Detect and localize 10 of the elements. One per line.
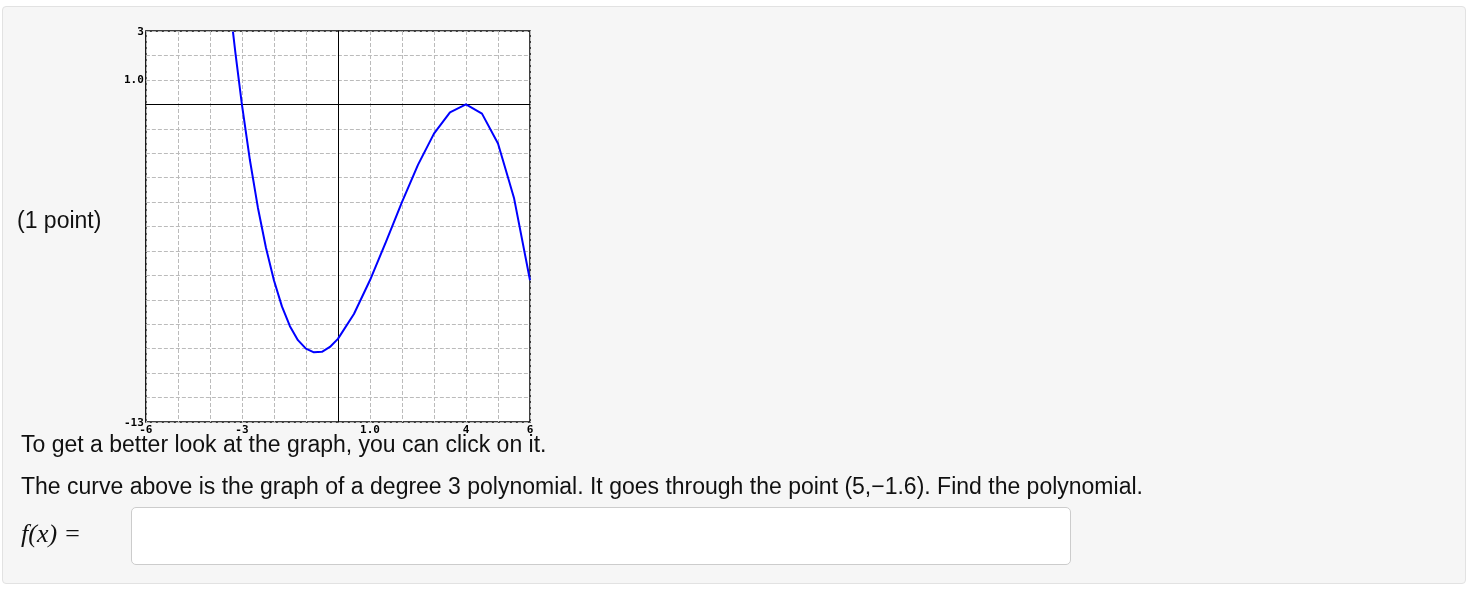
x-tick-label: 1.0 xyxy=(360,423,380,436)
x-tick-label: -3 xyxy=(235,423,249,436)
x-tick-label: 6 xyxy=(526,423,534,436)
y-tick-label: -13 xyxy=(123,415,144,429)
text: f(x) = xyxy=(21,519,82,549)
line-series xyxy=(231,30,531,354)
y-tick-label: 1.0 xyxy=(123,73,144,87)
text: The curve above is the graph of a degree 3 polynomial. It goes through the point (5,−1.6). Find the polynomial. xyxy=(21,473,1143,500)
text: (1 point) xyxy=(17,207,102,234)
y-tick-label: 3 xyxy=(137,24,144,38)
